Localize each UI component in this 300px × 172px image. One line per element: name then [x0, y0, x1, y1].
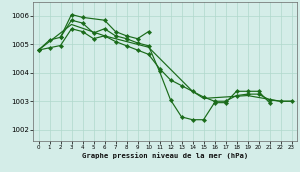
X-axis label: Graphe pression niveau de la mer (hPa): Graphe pression niveau de la mer (hPa): [82, 152, 248, 159]
